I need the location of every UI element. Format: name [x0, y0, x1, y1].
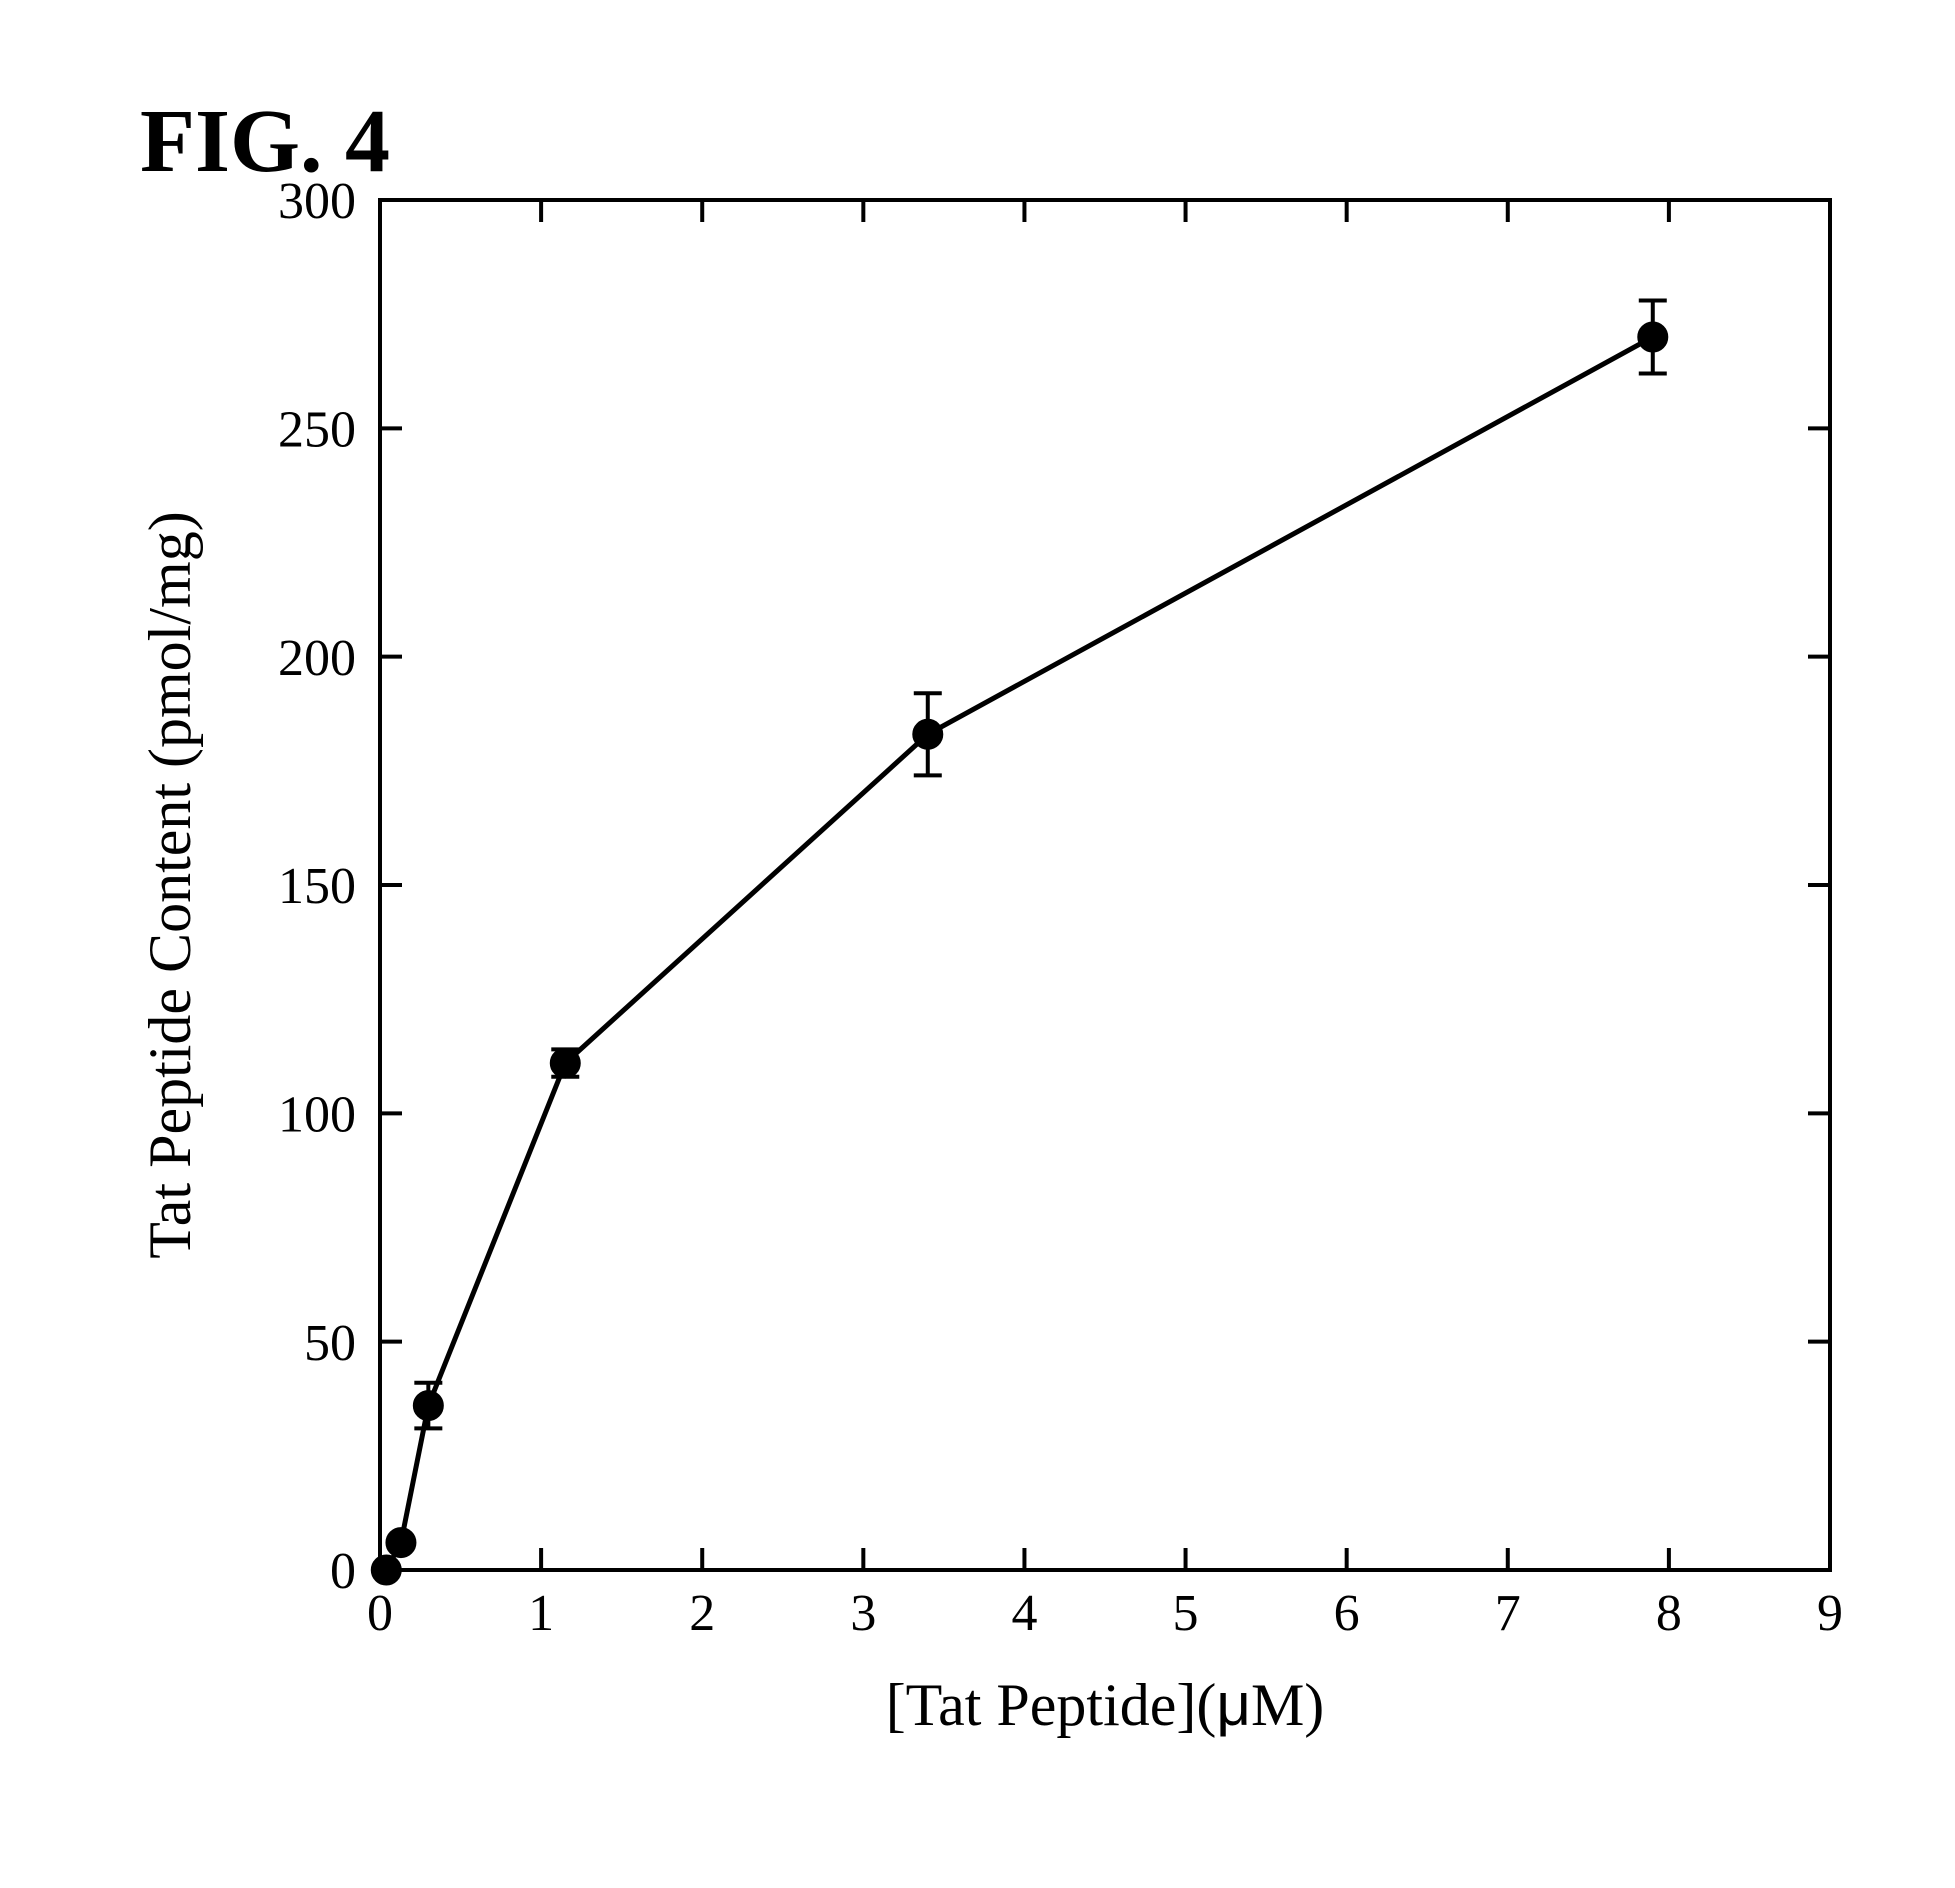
y-tick-label: 150 [278, 858, 356, 915]
y-tick-label: 0 [330, 1543, 356, 1600]
y-tick-label: 50 [304, 1315, 356, 1372]
y-axis-title: Tat Peptide Content (pmol/mg) [137, 511, 203, 1258]
x-tick-label: 5 [1173, 1585, 1199, 1642]
data-line [386, 337, 1652, 1570]
data-marker [913, 719, 943, 749]
y-tick-label: 250 [278, 402, 356, 459]
data-marker [550, 1048, 580, 1078]
chart-svg: 0 1 2 3 4 5 6 7 8 9 [Tat Peptide](μM) 0 50 100 150 200 2… [0, 0, 1955, 1883]
data-marker [1638, 322, 1668, 352]
page: FIG. 4 0123456789[Tat Peptide](μM)050100… [0, 0, 1955, 1883]
x-tick-label: 3 [850, 1585, 876, 1642]
x-tick-label: 7 [1495, 1585, 1521, 1642]
y-tick-label: 100 [278, 1087, 356, 1144]
plot-border [380, 200, 1830, 1570]
x-tick-label: 9 [1817, 1585, 1843, 1642]
chart-container: 0 1 2 3 4 5 6 7 8 9 [Tat Peptide](μM) 0 50 100 150 200 2… [0, 0, 1955, 1883]
data-marker [413, 1391, 443, 1421]
data-marker [386, 1528, 416, 1558]
x-tick-label: 6 [1334, 1585, 1360, 1642]
x-tick-label: 2 [689, 1585, 715, 1642]
data-marker [371, 1555, 401, 1585]
x-tick-label: 0 [367, 1585, 393, 1642]
x-tick-label: 1 [528, 1585, 554, 1642]
y-tick-label: 200 [278, 630, 356, 687]
y-tick-label: 300 [278, 173, 356, 230]
x-axis-title: [Tat Peptide](μM) [886, 1671, 1325, 1738]
x-tick-label: 8 [1656, 1585, 1682, 1642]
x-tick-label: 4 [1011, 1585, 1037, 1642]
